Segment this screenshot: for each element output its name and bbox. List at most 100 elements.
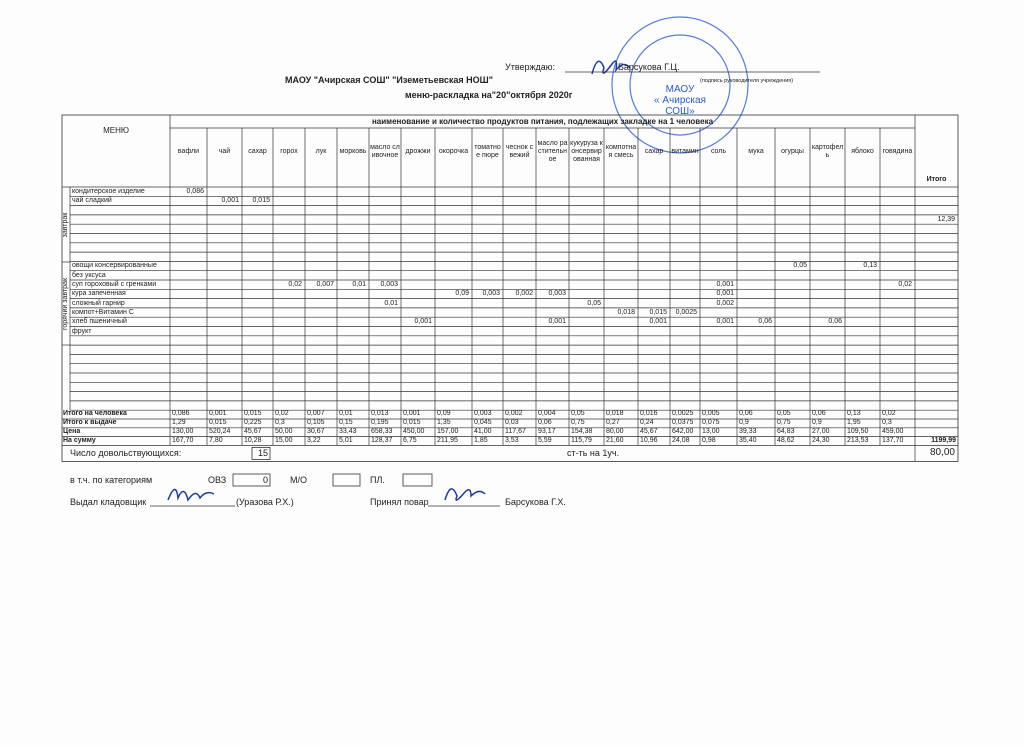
quantity-cell: 0,01 bbox=[352, 281, 366, 288]
summary-value: 213,53 bbox=[847, 436, 869, 444]
summary-value: 109,50 bbox=[847, 427, 869, 435]
pl-label: ПЛ. bbox=[370, 475, 385, 485]
ovz-box bbox=[232, 473, 271, 487]
summary-value: 115,79 bbox=[571, 436, 592, 444]
summary-value: 0,15 bbox=[339, 419, 353, 426]
dish-name: компот+Витамин С bbox=[72, 308, 134, 316]
dish-name: кура запеченная bbox=[72, 290, 126, 298]
summary-value: 48,62 bbox=[777, 436, 795, 444]
summary-value: 0,013 bbox=[371, 410, 389, 418]
summary-value: 0,13 bbox=[847, 410, 861, 418]
summary-value: 117,67 bbox=[505, 427, 526, 435]
column-header: картофель bbox=[811, 143, 844, 159]
summary-value: 0,007 bbox=[307, 410, 325, 418]
column-header: соль bbox=[710, 147, 727, 155]
summary-value: 33,43 bbox=[339, 427, 357, 435]
summary-label: Итого к выдаче bbox=[63, 419, 117, 426]
count-label: Число довольствующихся: bbox=[70, 448, 182, 459]
group-label: завтрак bbox=[62, 212, 69, 237]
summary-value: 0,086 bbox=[172, 410, 190, 418]
quantity-cell: 0,086 bbox=[186, 188, 204, 195]
summary-value: 0,195 bbox=[371, 419, 389, 426]
count-box bbox=[251, 446, 271, 460]
column-header: дрожжи bbox=[405, 147, 431, 155]
summary-value: 0,225 bbox=[244, 419, 262, 426]
summary-value: 0,016 bbox=[640, 410, 658, 418]
grand-total: 1199,99 bbox=[931, 436, 956, 444]
summary-value: 0,005 bbox=[702, 410, 720, 418]
summary-value: 10,28 bbox=[244, 436, 262, 444]
quantity-cell: 0,001 bbox=[716, 290, 734, 298]
issued-name: (Уразова Р.Х.) bbox=[236, 497, 294, 507]
quantity-cell: 0,01 bbox=[384, 299, 398, 307]
quantity-cell: 0,018 bbox=[617, 308, 635, 316]
summary-value: 7,80 bbox=[209, 436, 223, 444]
summary-value: 0,05 bbox=[571, 410, 585, 418]
quantity-cell: 0,001 bbox=[716, 318, 734, 326]
column-header: сахар bbox=[644, 147, 664, 155]
breakfast-total: 12,39 bbox=[937, 215, 955, 223]
summary-value: 93,17 bbox=[538, 427, 556, 435]
stamp-text: « Ачирская bbox=[654, 95, 706, 106]
ovz-value: 0 bbox=[262, 475, 268, 485]
column-header: говядина bbox=[882, 147, 913, 155]
menu-header: МЕНЮ bbox=[103, 126, 129, 135]
summary-value: 130,00 bbox=[172, 427, 194, 435]
summary-value: 0,015 bbox=[244, 410, 262, 418]
stamp bbox=[611, 16, 749, 154]
summary-value: 157,00 bbox=[437, 427, 459, 435]
summary-value: 450,00 bbox=[403, 427, 425, 435]
document-title: меню-раскладка на"20"октября 2020г bbox=[405, 90, 573, 100]
summary-value: 128,37 bbox=[371, 436, 393, 444]
quantity-cell: 0,06 bbox=[828, 318, 842, 326]
summary-value: 45,67 bbox=[244, 427, 262, 435]
summary-label: На сумму bbox=[63, 436, 96, 444]
summary-value: 1,29 bbox=[172, 419, 186, 426]
dish-name: без уксуса bbox=[72, 271, 106, 279]
quantity-cell: 0,0025 bbox=[675, 308, 697, 316]
column-header: чеснок свежий bbox=[505, 143, 534, 159]
issued-label: Выдал кладовщик bbox=[70, 497, 147, 507]
signature bbox=[167, 488, 215, 502]
summary-value: 15,00 bbox=[275, 436, 293, 444]
approval-label: Утверждаю: bbox=[505, 62, 556, 72]
cost-label: ст-ть на 1уч. bbox=[567, 448, 620, 459]
summary-value: 1,95 bbox=[847, 419, 861, 426]
quantity-cell: 0,007 bbox=[316, 281, 334, 288]
approval-name: Барсукова Г.Ц. bbox=[618, 62, 680, 72]
signature bbox=[444, 488, 486, 501]
summary-label: Цена bbox=[63, 427, 81, 435]
summary-value: 0,98 bbox=[702, 436, 716, 444]
summary-value: 0,05 bbox=[777, 410, 791, 418]
summary-value: 0,001 bbox=[209, 410, 227, 418]
dish-name: овощи консервированные bbox=[72, 262, 157, 270]
column-header: огурцы bbox=[781, 147, 804, 155]
summary-value: 0,002 bbox=[505, 410, 523, 418]
signature bbox=[591, 60, 631, 75]
summary-value: 0,27 bbox=[606, 419, 620, 426]
summary-value: 0,045 bbox=[474, 419, 492, 426]
summary-value: 13,00 bbox=[702, 427, 720, 435]
quantity-cell: 0,001 bbox=[649, 318, 667, 326]
quantity-cell: 0,001 bbox=[221, 197, 239, 205]
count-value: 15 bbox=[257, 448, 268, 459]
summary-value: 0,001 bbox=[403, 410, 421, 418]
summary-value: 0,06 bbox=[812, 410, 826, 418]
summary-value: 27,00 bbox=[812, 427, 830, 435]
ovz-label: ОВЗ bbox=[208, 475, 227, 485]
summary-value: 137,70 bbox=[882, 436, 904, 444]
column-header: мука bbox=[748, 147, 764, 155]
summary-value: 0,09 bbox=[437, 410, 451, 418]
approval-caption: (подпись руководителя учреждения) bbox=[700, 78, 794, 84]
summary-value: 0,06 bbox=[739, 410, 753, 418]
mo-box bbox=[332, 473, 361, 487]
summary-value: 658,33 bbox=[371, 427, 393, 435]
received-name: Барсукова Г.Х. bbox=[505, 497, 566, 507]
summary-value: 39,33 bbox=[739, 427, 757, 435]
summary-value: 0,75 bbox=[571, 419, 585, 426]
summary-value: 50,00 bbox=[275, 427, 293, 435]
summary-value: 41,00 bbox=[474, 427, 492, 435]
summary-value: 0,105 bbox=[307, 419, 325, 426]
